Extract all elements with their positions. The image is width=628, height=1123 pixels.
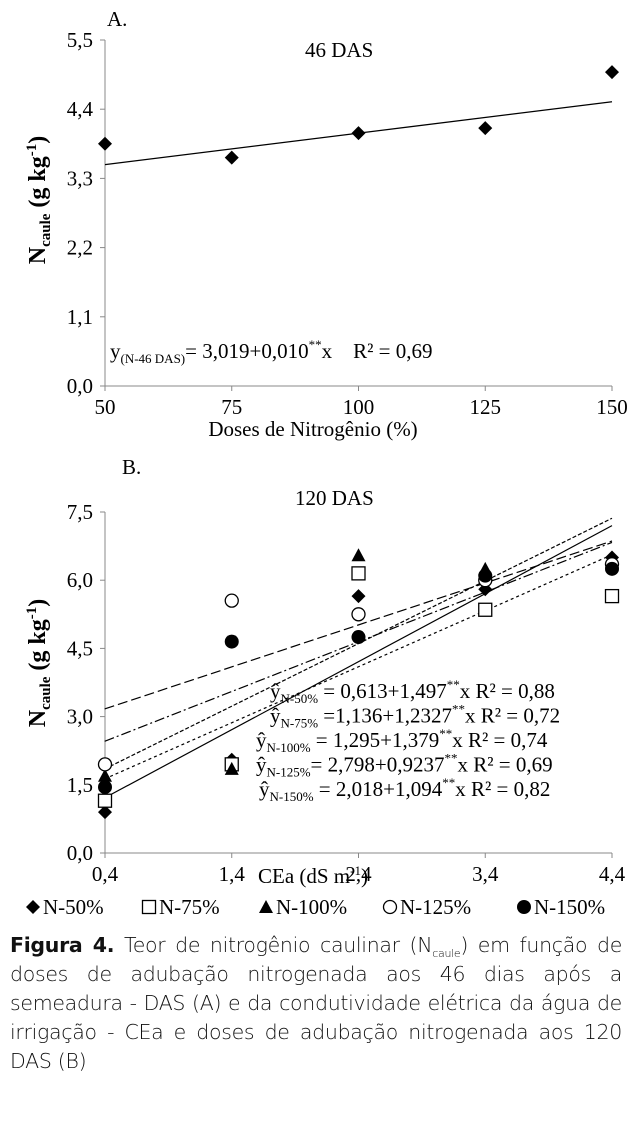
chart-a-x-tick-label: 50 <box>95 395 116 419</box>
chart-b-x-tick-label: 0,4 <box>92 862 119 886</box>
chart-a-y-tick-label: 3,3 <box>67 166 93 190</box>
chart-b-trendline-n-50pct <box>104 525 613 799</box>
chart-b-equation: ŷN-100% = 1,295+1,379**x R² = 0,74 <box>256 726 548 755</box>
chart-b-point-n-75pct <box>351 566 366 581</box>
chart-b-point-n-150pct <box>351 630 366 645</box>
chart-a-point <box>351 126 366 141</box>
figure-caption: Figura 4. Teor de nitrogênio caulinar (N… <box>10 931 622 1076</box>
chart-a-x-tick-label: 150 <box>596 395 628 419</box>
caption-subscript: caule <box>432 947 461 961</box>
chart-a-y-tick-label: 2,2 <box>67 236 93 260</box>
chart-a-point <box>224 150 239 165</box>
chart-a-y-tick-label: 0,0 <box>67 374 93 398</box>
chart-b-equation: ŷN-125%= 2,798+0,9237**x R² = 0,69 <box>256 751 553 780</box>
chart-b-y-tick-label: 6,0 <box>67 568 93 592</box>
chart-b-x-tick-label: 2,4 <box>345 862 372 886</box>
panel-label-b: B. <box>122 455 141 479</box>
chart-a-point <box>478 121 493 136</box>
chart-b-point-n-100pct <box>224 761 239 775</box>
chart-a-point <box>98 136 112 151</box>
legend-marker-n-150pct <box>517 900 531 914</box>
chart-a-x-tick-label: 75 <box>221 395 242 419</box>
chart-b-x-tick-label: 3,4 <box>472 862 499 886</box>
chart-b-point-n-125pct <box>351 607 366 622</box>
chart-b-equation: ŷN-50% = 0,613+1,497**x R² = 0,88 <box>270 677 555 706</box>
chart-a-x-tick-label: 125 <box>470 395 502 419</box>
legend-marker-n-75pct <box>141 899 157 915</box>
legend-label: N-50% <box>43 895 104 919</box>
chart-b-equation: ŷN-150% = 2,018+1,094**x R² = 0,82 <box>259 775 550 804</box>
chart-b-point-n-125pct <box>224 593 239 608</box>
chart-b-x-tick-label: 1,4 <box>219 862 246 886</box>
chart-b-point-n-100pct <box>351 548 366 562</box>
chart-b-y-tick-label: 4,5 <box>67 636 93 660</box>
caption-text-2: ) em função de doses de adubação nitroge… <box>10 933 623 1073</box>
chart-b-y-axis-title: Ncaule (g kg-1) <box>24 599 54 728</box>
chart-a: A. 46 DAS y(N-46 DAS)= 3,019+0,010**x R²… <box>24 7 628 441</box>
legend-label: N-150% <box>534 895 605 919</box>
chart-b-point-n-100pct <box>98 768 112 782</box>
chart-b-point-n-150pct <box>605 561 619 576</box>
legend-marker-n-50pct <box>26 900 40 914</box>
chart-a-x-axis-title: Doses de Nitrogênio (%) <box>208 417 417 441</box>
chart-b-equation: ŷN-75% =1,136+1,2327**x R² = 0,72 <box>270 702 560 731</box>
chart-b-x-tick-label: 4,4 <box>599 862 626 886</box>
chart-b-legend: N-50% N-75% N-100% N-125% N-150% <box>26 895 605 919</box>
chart-b-y-tick-label: 1,5 <box>67 773 93 797</box>
chart-b-y-tick-label: 3,0 <box>67 705 93 729</box>
chart-b-equations: ŷN-50% = 0,613+1,497**x R² = 0,88ŷN-75% … <box>256 677 560 804</box>
panel-label-a: A. <box>107 7 127 31</box>
chart-b-point-n-50pct <box>98 805 112 820</box>
chart-b-y-tick-label: 7,5 <box>67 500 93 524</box>
legend-label: N-125% <box>400 895 471 919</box>
chart-b-point-n-125pct <box>97 757 113 772</box>
chart-b-trendline-n-75pct <box>104 554 613 780</box>
chart-b-trendline-n-125pct <box>104 540 613 710</box>
chart-b-y-tick-label: 0,0 <box>67 841 93 865</box>
chart-a-point <box>605 65 619 80</box>
caption-text-1: Teor de nitrogênio caulinar (N <box>114 933 433 957</box>
chart-b-point-n-150pct <box>478 568 493 583</box>
chart-b-point-n-150pct <box>224 634 239 649</box>
chart-a-title: 46 DAS <box>305 38 373 62</box>
figure: A. 46 DAS y(N-46 DAS)= 3,019+0,010**x R²… <box>24 7 628 919</box>
chart-a-equation: y(N-46 DAS)= 3,019+0,010**x R² = 0,69 <box>110 337 432 366</box>
chart-a-y-tick-label: 5,5 <box>67 28 93 52</box>
chart-a-y-tick-label: 4,4 <box>67 97 94 121</box>
chart-b-point-n-75pct <box>97 793 113 808</box>
chart-a-y-axis-title: Ncaule (g kg-1) <box>24 136 54 265</box>
chart-b-point-n-150pct <box>98 780 112 795</box>
chart-b-point-n-50pct <box>351 589 366 604</box>
chart-b: B. 120 DAS CEa (dS m-1) Ncaule (g kg-1) … <box>24 455 626 919</box>
legend-marker-n-100pct <box>259 900 273 913</box>
legend-label: N-75% <box>159 895 220 919</box>
chart-b-point-n-75pct <box>604 588 620 604</box>
legend-marker-n-125pct <box>382 899 398 915</box>
chart-b-point-n-75pct <box>478 602 493 617</box>
chart-b-x-axis-title: CEa (dS m-1) <box>258 863 368 888</box>
chart-a-x-tick-label: 100 <box>343 395 375 419</box>
chart-a-y-tick-label: 1,1 <box>67 305 93 329</box>
caption-figure-label: Figura 4. <box>10 933 115 957</box>
chart-b-title: 120 DAS <box>295 486 374 510</box>
legend-label: N-100% <box>276 895 347 919</box>
